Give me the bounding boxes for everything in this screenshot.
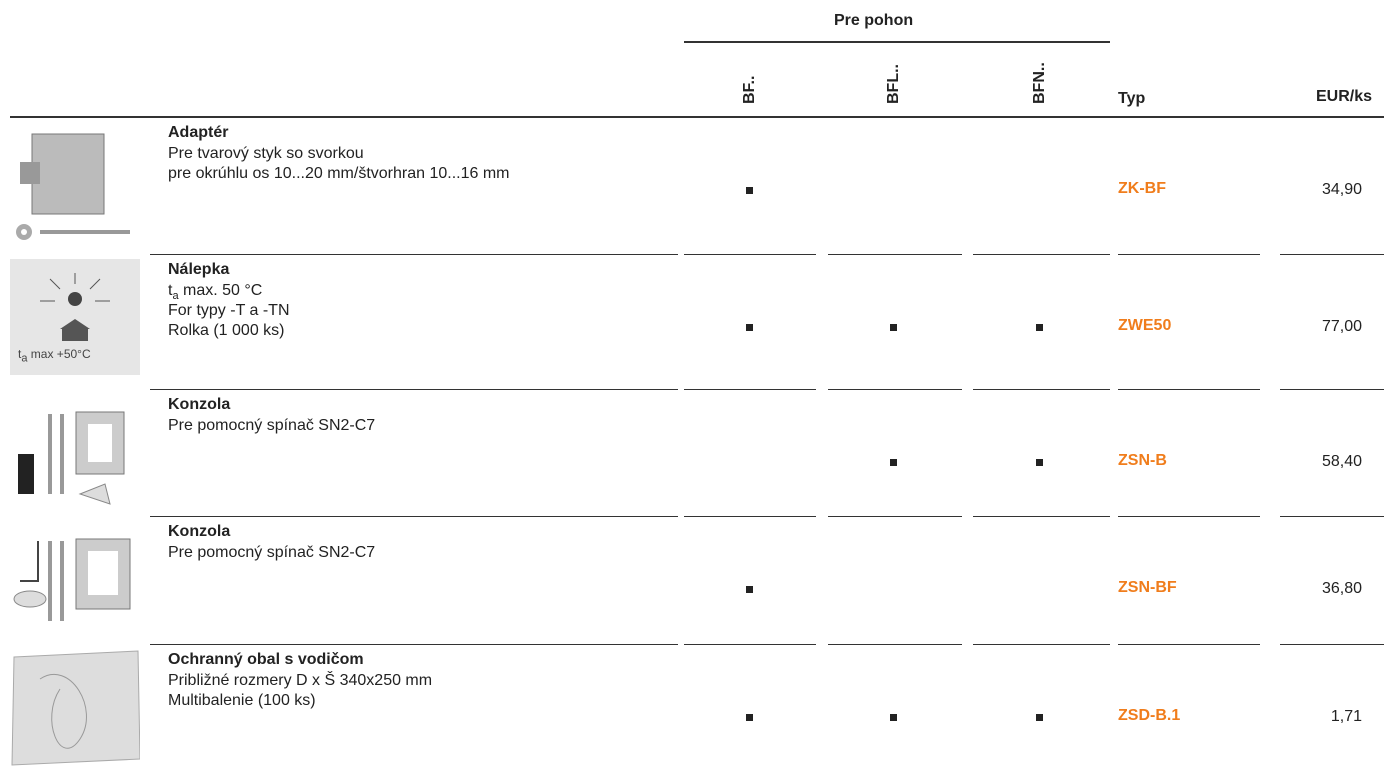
- product-image: [16, 133, 130, 240]
- type-code: ZSN-BF: [1118, 579, 1177, 596]
- type-code: ZSD-B.1: [1118, 707, 1181, 724]
- drive-header: BFN..: [1031, 62, 1048, 104]
- item-line: ta max. 50 °C: [168, 281, 262, 306]
- row-rule: [973, 644, 1110, 645]
- type-header: Typ: [1118, 90, 1146, 107]
- item-line: pre okrúhlu os 10...20 mm/štvorhran 10..…: [168, 165, 510, 182]
- item-line: Multibalenie (100 ks): [168, 692, 316, 709]
- row-rule: [1280, 516, 1384, 517]
- row-rule: [1118, 389, 1260, 390]
- row-rule: [828, 644, 962, 645]
- item-title: Adaptér: [168, 124, 229, 141]
- item-line: Približné rozmery D x Š 340x250 mm: [168, 672, 433, 689]
- item-line: For typy -T a -TN: [168, 302, 290, 319]
- item-line: Pre pomocný spínač SN2-C7: [168, 417, 376, 434]
- item-title: Ochranný obal s vodičom: [168, 651, 364, 668]
- drive-header: BF..: [741, 75, 758, 104]
- drive-header: BFL..: [885, 64, 902, 104]
- image-label-text: t: [18, 347, 22, 361]
- type-code: ZK-BF: [1118, 180, 1166, 197]
- header-rule: [10, 116, 1384, 118]
- item-line-sub: a: [172, 290, 179, 303]
- row-rule: [150, 644, 678, 645]
- image-label: ta max +50°C: [18, 347, 91, 364]
- row-rule: [1280, 644, 1384, 645]
- item-title: Nálepka: [168, 261, 230, 278]
- drive-mark: [746, 714, 753, 721]
- row-rule: [1280, 389, 1384, 390]
- row-rule: [150, 516, 678, 517]
- group-header: Pre pohon: [834, 12, 914, 29]
- product-image: [13, 538, 131, 621]
- row-rule: [1118, 254, 1260, 255]
- row-rule: [150, 254, 678, 255]
- row-rule: [684, 389, 816, 390]
- image-label-after: max +50°C: [27, 347, 91, 361]
- image-label-sub: a: [21, 352, 28, 365]
- row-rule: [1280, 254, 1384, 255]
- item-line: Rolka (1 000 ks): [168, 322, 285, 339]
- item-line: Pre tvarový styk so svorkou: [168, 145, 364, 162]
- row-rule: [1118, 644, 1260, 645]
- row-rule: [828, 516, 962, 517]
- type-code: ZSN-B: [1118, 452, 1167, 469]
- row-rule: [150, 389, 678, 390]
- row-rule: [973, 389, 1110, 390]
- price: 34,90: [1321, 181, 1362, 198]
- row-rule: [973, 516, 1110, 517]
- item-line-after: max. 50 °C: [178, 282, 263, 299]
- drive-mark: [746, 586, 753, 593]
- item-line-text: t: [168, 282, 173, 299]
- product-image: [10, 259, 140, 375]
- price-header: EUR/ks: [1315, 88, 1372, 105]
- price: 77,00: [1321, 318, 1362, 335]
- drive-mark: [890, 714, 897, 721]
- price: 58,40: [1321, 453, 1362, 470]
- group-rule: [684, 41, 1110, 43]
- item-line: Pre pomocný spínač SN2-C7: [168, 544, 376, 561]
- row-rule: [828, 389, 962, 390]
- item-title: Konzola: [168, 396, 231, 413]
- item-title: Konzola: [168, 523, 231, 540]
- row-rule: [684, 254, 816, 255]
- row-rule: [973, 254, 1110, 255]
- price: 1,71: [1330, 708, 1362, 725]
- price: 36,80: [1321, 580, 1362, 597]
- row-rule: [684, 644, 816, 645]
- type-code: ZWE50: [1118, 317, 1172, 334]
- drive-mark: [1036, 459, 1043, 466]
- row-rule: [684, 516, 816, 517]
- drive-mark: [890, 459, 897, 466]
- row-rule: [828, 254, 962, 255]
- product-image: [18, 411, 125, 505]
- row-rule: [1118, 516, 1260, 517]
- drive-mark: [890, 324, 897, 331]
- drive-mark: [746, 324, 753, 331]
- drive-mark: [746, 187, 753, 194]
- drive-mark: [1036, 324, 1043, 331]
- product-image: [11, 650, 140, 766]
- drive-mark: [1036, 714, 1043, 721]
